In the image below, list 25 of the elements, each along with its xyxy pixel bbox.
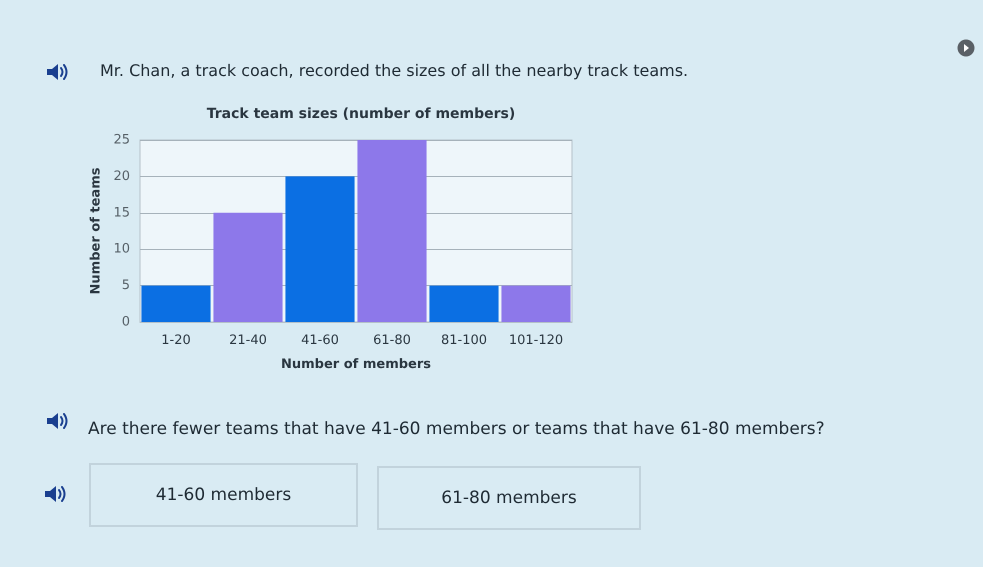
x-tick-label: 41-60 — [301, 333, 339, 348]
x-tick-label: 81-100 — [440, 333, 488, 348]
bar — [357, 140, 427, 322]
chart-title: Track team sizes (number of members) — [206, 106, 516, 122]
bar — [213, 212, 283, 322]
y-tick-label: 15 — [113, 205, 130, 220]
y-tick-label: 10 — [113, 242, 130, 257]
bar — [501, 286, 571, 322]
text: Mr. Chan, a track coach, recorded the sizes of all the nearby track teams. — [100, 61, 688, 80]
answer-button: 61-80 members — [377, 466, 641, 530]
x-tick-label: 101-120 — [508, 333, 564, 348]
x-axis-title: Number of members — [280, 357, 432, 372]
y-tick-label: 0 — [122, 314, 130, 330]
bar — [285, 176, 355, 322]
x-tick-label: 61-80 — [373, 333, 411, 348]
bar — [429, 286, 499, 322]
y-tick-label: 25 — [113, 132, 130, 148]
x-tick-label: 21-40 — [229, 333, 267, 348]
y-tick-label: 5 — [122, 278, 130, 294]
text: Are there fewer teams that have 41-60 members or teams that have 61-80 members? — [88, 419, 825, 439]
answer-button: 41-60 members — [89, 463, 358, 527]
x-tick-label: 1-20 — [161, 333, 191, 348]
y-axis-title: Number of teams — [88, 167, 104, 294]
y-tick-label: 20 — [113, 168, 130, 184]
bar — [141, 286, 211, 322]
